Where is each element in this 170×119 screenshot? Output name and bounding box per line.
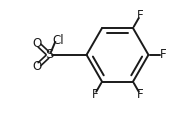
Text: S: S — [45, 48, 54, 61]
Text: F: F — [137, 9, 143, 22]
Text: O: O — [32, 37, 42, 50]
Text: O: O — [32, 60, 42, 73]
Text: F: F — [91, 88, 98, 101]
Text: F: F — [137, 88, 143, 101]
Text: F: F — [159, 48, 166, 61]
Text: Cl: Cl — [52, 34, 64, 47]
